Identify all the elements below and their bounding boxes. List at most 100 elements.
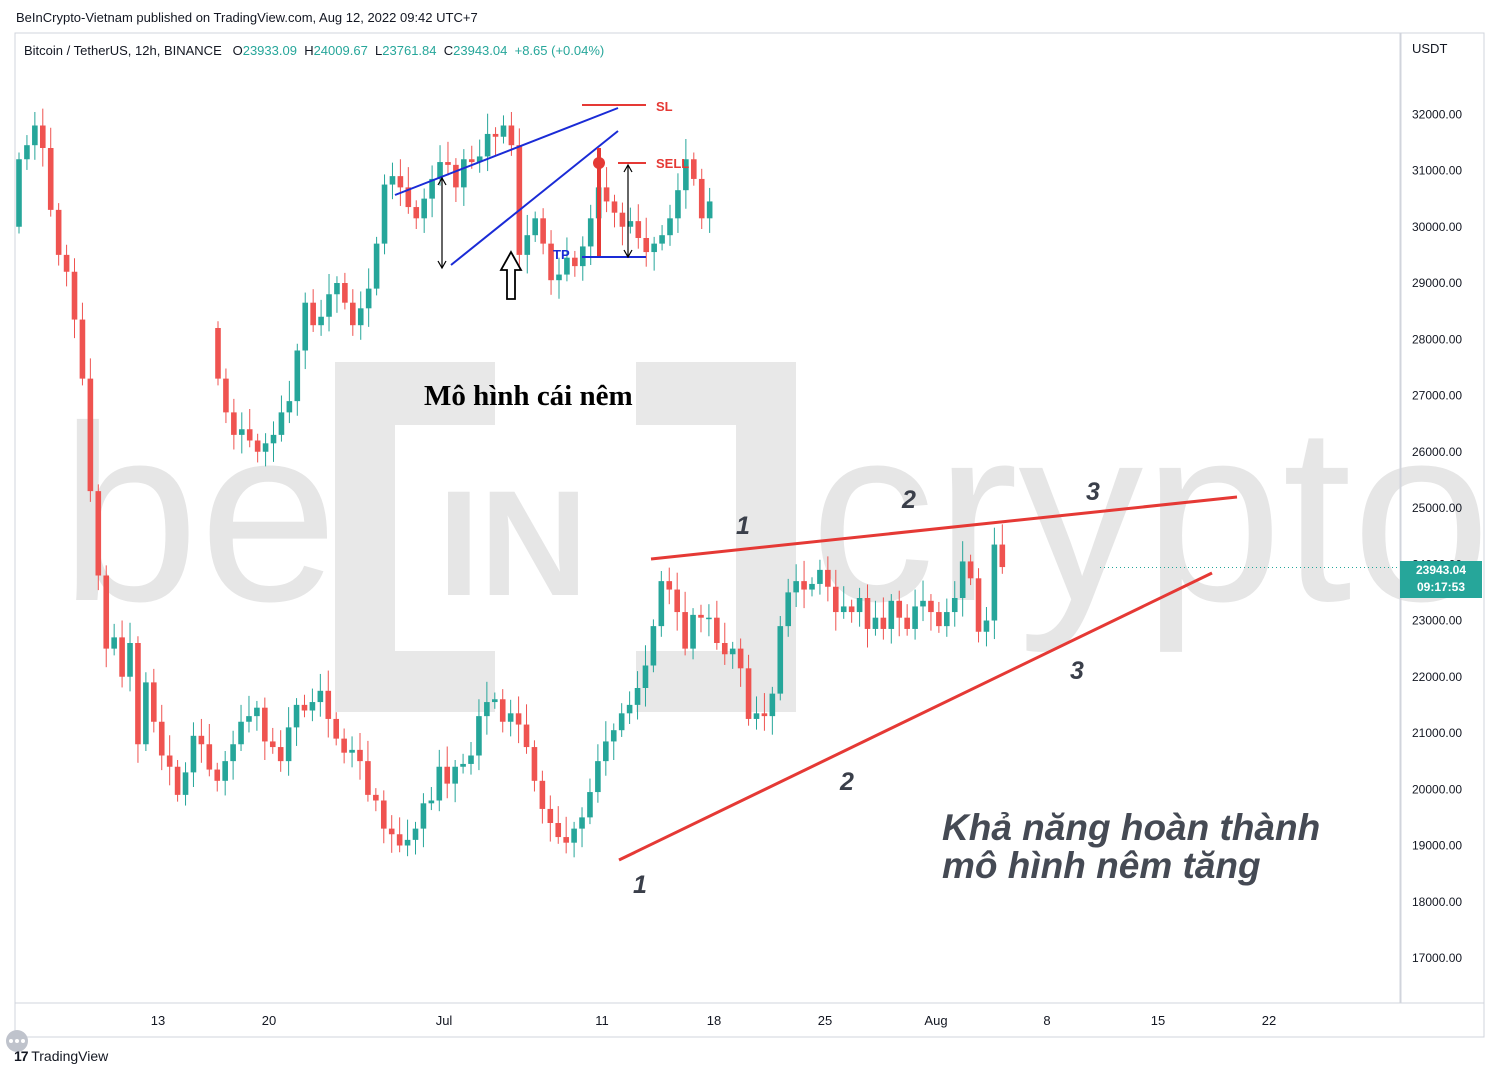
low-label: L: [375, 43, 383, 58]
currency-label[interactable]: USDT: [1412, 41, 1448, 56]
candle-body: [785, 592, 792, 627]
candle-body: [729, 648, 736, 655]
open-value: 23933.09: [242, 43, 297, 58]
candle-body: [508, 125, 515, 146]
candle-body: [349, 749, 355, 753]
x-tick-label: 25: [818, 1013, 832, 1028]
inset-candles: [215, 112, 713, 467]
more-options-button[interactable]: [6, 1030, 28, 1052]
touch-label: 1: [633, 871, 647, 899]
x-tick-label: 22: [1262, 1013, 1276, 1028]
candle-body: [436, 766, 443, 801]
candle-body: [627, 221, 634, 227]
candle-body: [556, 274, 562, 281]
inset-wedge-upper: [394, 107, 619, 196]
candle-body: [317, 690, 324, 703]
candle-body: [127, 643, 133, 677]
candle-body: [674, 589, 680, 613]
candle-body: [698, 178, 705, 219]
candle-body: [928, 600, 934, 613]
candle-body: [643, 238, 650, 253]
candle-body: [856, 598, 863, 613]
candle-body: [706, 201, 713, 219]
y-tick-label: 23000.00: [1412, 614, 1462, 628]
candle-body: [389, 176, 396, 185]
candle-body: [516, 145, 523, 255]
candle-body: [143, 682, 149, 745]
candle-body: [262, 707, 268, 742]
candle-body: [920, 600, 926, 607]
x-tick-label: 11: [595, 1013, 609, 1028]
candle-body: [610, 730, 617, 742]
candle-body: [548, 243, 554, 281]
close-value: 23943.04: [453, 43, 508, 58]
symbol-name: Bitcoin / TetherUS, 12h, BINANCE: [24, 43, 222, 58]
y-tick-label: 17000.00: [1412, 951, 1462, 965]
candle-body: [262, 443, 269, 452]
y-tick-label: 28000.00: [1412, 332, 1462, 346]
candle-body: [453, 164, 459, 188]
candle-body: [269, 741, 276, 748]
candle-body: [555, 823, 562, 838]
annotations: SL SELL TP Mô hình cái nêm 1 2 3 1 2 3 Khả năng ho…: [394, 99, 1400, 899]
candle-body: [721, 643, 728, 655]
candle-body: [682, 612, 688, 649]
candle-body: [460, 763, 466, 767]
candle-body: [396, 834, 403, 846]
candle-body: [540, 218, 546, 244]
caption-line-2: mô hình nêm tăng: [942, 845, 1261, 886]
inset-height-arrow-head-down: [437, 260, 447, 270]
candle-body: [174, 766, 181, 795]
candle-body: [24, 145, 30, 160]
close-label: C: [443, 43, 454, 58]
candle-body: [532, 218, 538, 236]
high-label: H: [304, 43, 314, 58]
tradingview-brand: TradingView: [31, 1048, 109, 1064]
candle-body: [301, 704, 308, 711]
candle-body: [294, 350, 301, 402]
candle-body: [246, 716, 252, 722]
candle-body: [333, 718, 339, 739]
x-tick-label: Jul: [436, 1013, 453, 1028]
candle-body: [967, 561, 974, 579]
candle-body: [667, 218, 673, 236]
candle-body: [381, 184, 388, 244]
candle-body: [499, 699, 506, 722]
beincrypto-watermark: be IN crypto: [60, 362, 1491, 712]
candle-body: [420, 803, 427, 829]
candle-body: [158, 721, 165, 756]
candle-body: [769, 693, 776, 717]
candle-body: [650, 626, 657, 666]
candle-body: [214, 769, 221, 781]
main-candles: [16, 108, 1006, 858]
y-tick-label: 19000.00: [1412, 839, 1462, 853]
x-tick-label: Aug: [924, 1013, 947, 1028]
candle-body: [983, 620, 990, 632]
candle-body: [476, 716, 482, 756]
tradingview-logo[interactable]: 17 TradingView: [14, 1048, 108, 1064]
symbol-ohlc-line: Bitcoin / TetherUS, 12h, BINANCE O23933.…: [24, 43, 604, 58]
candle-body: [55, 209, 62, 255]
caption-line-1: Khả năng hoàn thành: [942, 807, 1320, 848]
candle-body: [587, 792, 593, 818]
candle-body: [302, 302, 309, 351]
candle-body: [587, 218, 594, 247]
candle-body: [698, 614, 704, 618]
candle-body: [318, 316, 324, 326]
candle-body: [412, 828, 419, 840]
tp-label: TP: [553, 247, 570, 262]
candle-body: [413, 207, 420, 219]
wedge-upper-line: [650, 495, 1238, 561]
candle-body: [246, 429, 253, 441]
candle-body: [611, 201, 618, 213]
candle-body: [539, 780, 546, 809]
candle-body: [119, 637, 125, 677]
watermark-be: be: [60, 374, 338, 653]
candle-body: [991, 544, 998, 621]
candle-body: [365, 761, 371, 795]
candle-body: [166, 755, 173, 767]
candle-body: [675, 190, 681, 219]
candle-body: [238, 429, 245, 435]
touch-label: 2: [901, 486, 916, 514]
